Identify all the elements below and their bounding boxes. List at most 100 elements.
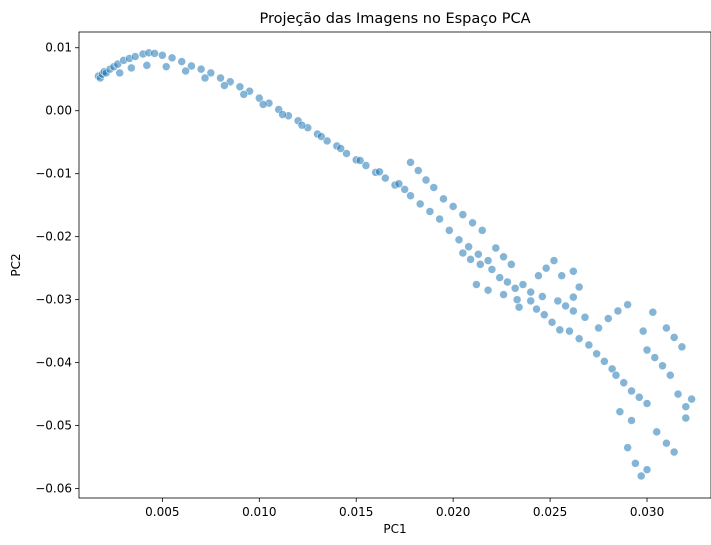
y-tick-label: 0.01 <box>45 41 72 55</box>
data-point-17 <box>187 61 196 71</box>
data-point-19 <box>206 68 216 78</box>
data-point-128 <box>627 416 636 425</box>
data-point-87 <box>539 310 549 320</box>
data-point-104 <box>619 378 629 388</box>
data-point-109 <box>650 353 660 362</box>
data-point-141 <box>569 306 578 316</box>
data-point-50 <box>297 120 307 130</box>
data-point-113 <box>677 342 687 352</box>
data-point-76 <box>507 260 516 269</box>
data-point-99 <box>594 323 603 333</box>
data-point-35 <box>361 161 371 170</box>
data-point-133 <box>466 255 475 264</box>
data-point-62 <box>421 175 431 185</box>
data-point-43 <box>161 62 171 71</box>
data-point-58 <box>425 207 435 216</box>
data-point-121 <box>631 459 640 468</box>
data-point-102 <box>623 300 632 309</box>
data-point-56 <box>406 191 415 201</box>
data-point-65 <box>448 202 458 211</box>
data-point-144 <box>569 266 578 276</box>
data-point-40 <box>115 68 125 78</box>
data-point-71 <box>464 242 473 252</box>
x-axis-ticks: 0.005 0.010 0.015 0.020 0.025 0.030 <box>145 498 664 519</box>
data-point-75 <box>499 252 508 262</box>
data-point-84 <box>549 256 559 265</box>
y-tick-label: −0.01 <box>35 167 72 181</box>
data-point-63 <box>429 183 439 192</box>
data-point-79 <box>510 283 520 293</box>
data-point-64 <box>439 194 448 204</box>
data-point-67 <box>468 218 477 228</box>
data-point-61 <box>413 166 423 175</box>
data-point-135 <box>472 280 481 289</box>
data-point-139 <box>538 292 547 301</box>
data-point-60 <box>406 158 415 167</box>
data-point-15 <box>167 53 177 63</box>
data-point-103 <box>611 370 621 380</box>
data-point-117 <box>673 389 683 399</box>
data-point-44 <box>181 66 190 76</box>
data-point-142 <box>580 312 590 322</box>
data-point-91 <box>569 292 578 302</box>
data-point-90 <box>561 301 570 311</box>
data-point-101 <box>613 306 623 316</box>
data-point-92 <box>574 282 584 292</box>
data-point-93 <box>565 326 574 336</box>
data-point-51 <box>317 132 326 141</box>
data-point-49 <box>278 110 287 119</box>
data-point-129 <box>681 413 691 423</box>
data-point-105 <box>627 386 636 396</box>
chart-title: Projeção das Imagens no Espaço PCA <box>259 11 530 27</box>
data-point-98 <box>607 364 617 374</box>
data-point-66 <box>458 210 468 219</box>
data-point-85 <box>526 296 536 306</box>
data-point-97 <box>600 357 609 366</box>
data-point-108 <box>642 345 652 355</box>
x-tick-label: 0.015 <box>339 505 373 519</box>
data-point-123 <box>642 465 652 474</box>
data-point-96 <box>592 349 601 359</box>
data-point-31 <box>322 136 332 146</box>
data-point-110 <box>638 326 648 336</box>
x-tick-label: 0.025 <box>533 505 567 519</box>
data-point-115 <box>658 361 667 371</box>
x-axis-label: PC1 <box>383 522 406 536</box>
data-point-47 <box>239 90 249 99</box>
data-point-125 <box>662 438 671 448</box>
data-point-45 <box>200 73 210 83</box>
data-point-77 <box>495 273 504 282</box>
data-point-57 <box>415 199 425 209</box>
data-point-10 <box>130 52 140 61</box>
y-tick-label: 0.00 <box>45 104 72 118</box>
data-point-52 <box>336 144 346 153</box>
data-point-78 <box>503 277 512 287</box>
data-point-18 <box>196 64 206 74</box>
data-point-100 <box>603 314 613 323</box>
data-point-41 <box>127 63 136 73</box>
data-point-134 <box>458 248 468 258</box>
data-point-89 <box>555 325 565 335</box>
data-point-140 <box>553 296 563 306</box>
data-point-24 <box>254 93 264 103</box>
data-point-124 <box>652 427 662 437</box>
data-point-81 <box>526 287 536 297</box>
data-point-136 <box>483 285 493 295</box>
plot-frame <box>78 31 711 499</box>
data-point-48 <box>258 100 268 109</box>
data-point-116 <box>665 370 675 380</box>
data-point-68 <box>477 226 487 235</box>
data-point-131 <box>487 265 497 274</box>
y-tick-label: −0.05 <box>35 419 72 433</box>
data-point-73 <box>483 256 493 265</box>
data-point-54 <box>375 167 384 177</box>
data-point-118 <box>681 402 691 411</box>
data-point-132 <box>475 260 485 269</box>
points-layer <box>94 48 696 481</box>
data-point-13 <box>150 49 159 58</box>
y-tick-label: −0.04 <box>35 356 72 370</box>
data-point-83 <box>541 263 551 273</box>
y-axis-label: PC2 <box>9 253 23 276</box>
data-point-143 <box>557 271 567 281</box>
